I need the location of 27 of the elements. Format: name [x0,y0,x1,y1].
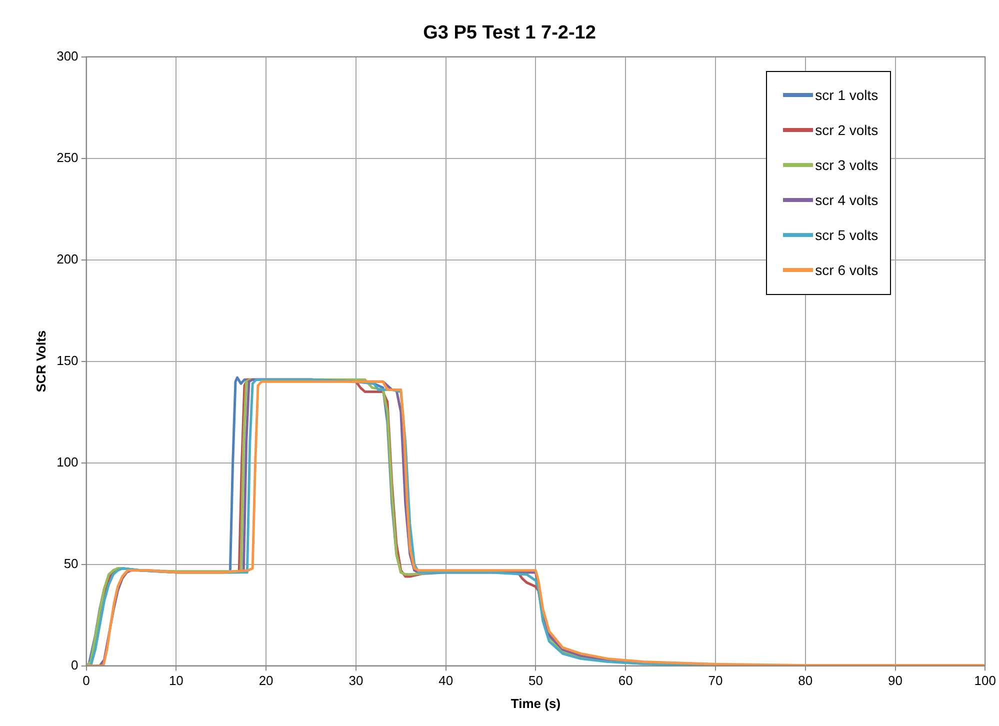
x-axis-title: Time (s) [510,696,561,711]
x-tick-label: 50 [528,673,543,688]
x-tick-label: 80 [798,673,813,688]
x-tick-label: 60 [618,673,633,688]
x-tick-label: 100 [974,673,996,688]
legend-label: scr 5 volts [815,227,878,244]
x-tick-label: 20 [258,673,274,688]
y-tick-label: 150 [56,352,78,368]
x-tick-label: 0 [82,673,90,688]
legend-label: scr 4 volts [815,192,878,208]
y-tick-label: 250 [56,150,78,165]
legend-label: scr 6 volts [815,262,878,278]
y-tick-label: 0 [71,657,78,672]
y-tick-label: 50 [64,556,78,571]
x-tick-label: 30 [348,673,364,688]
y-axis-title: SCR Volts [33,330,48,392]
y-tick-label: 300 [56,48,78,64]
legend-label: scr 3 volts [815,157,878,174]
x-tick-label: 90 [888,673,903,688]
y-tick-label: 100 [56,454,78,470]
chart-title: G3 P5 Test 1 7-2-12 [423,22,596,44]
x-tick-label: 70 [708,673,723,688]
x-tick-label: 40 [438,673,454,688]
x-tick-label: 10 [168,673,184,688]
legend-label: scr 2 volts [815,122,878,138]
y-tick-label: 200 [56,251,78,266]
legend-label: scr 1 volts [815,87,878,104]
